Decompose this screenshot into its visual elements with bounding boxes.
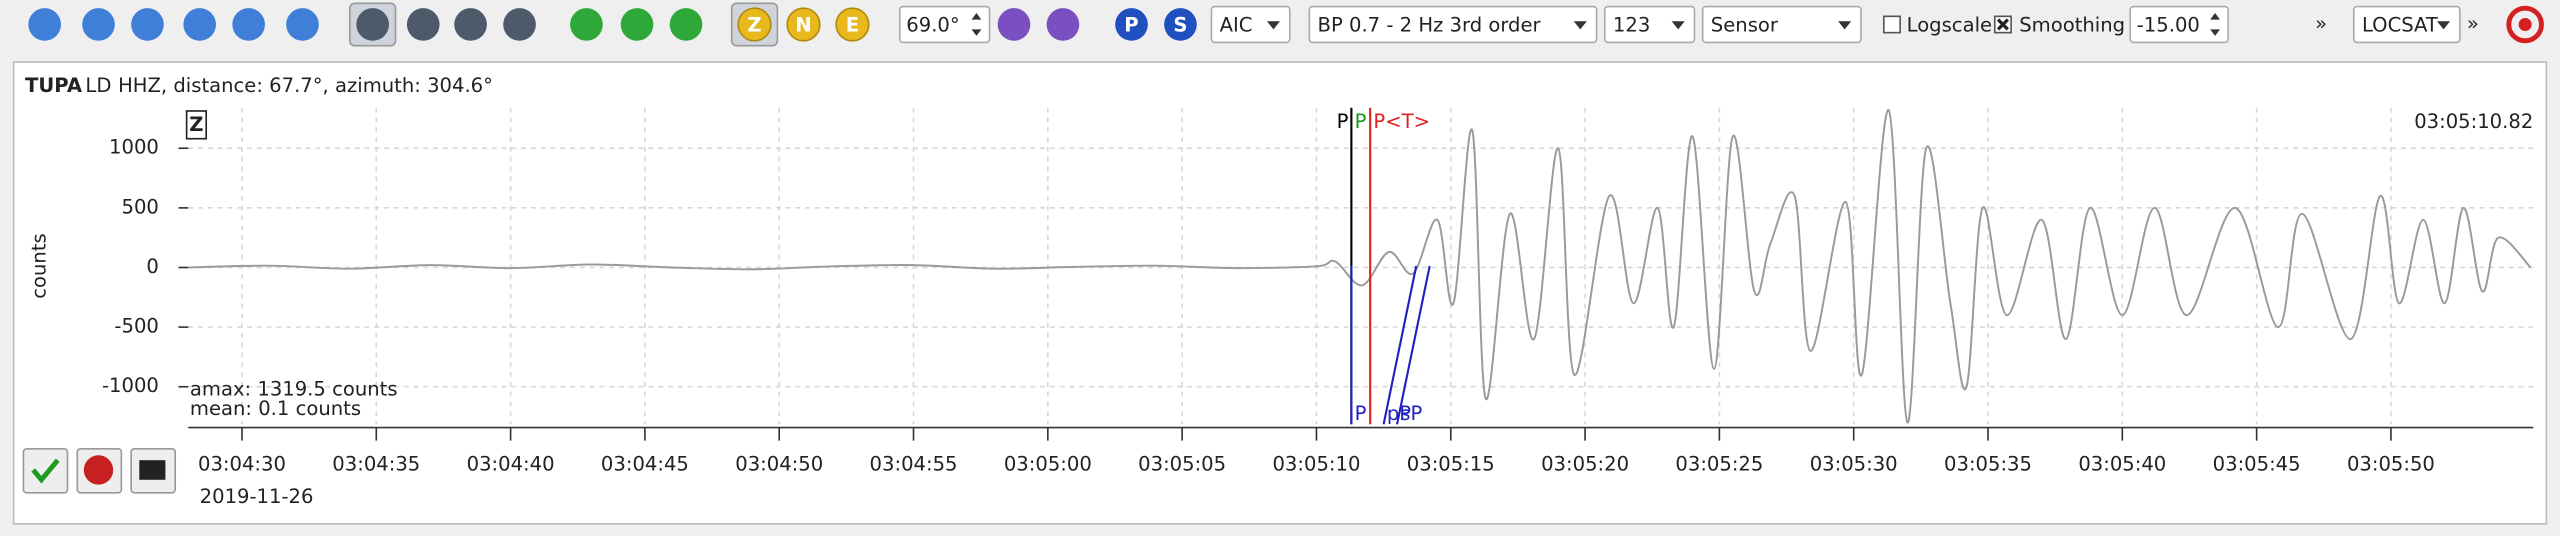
phase-letter: S [1173,14,1187,37]
x-tick-label: 03:04:35 [332,453,420,476]
x-tick-label: 03:04:50 [735,453,823,476]
offset-spin-text: -15.00 [2137,14,2200,37]
smoothing-check [1996,18,2009,31]
locator-combo-arrow [2437,21,2451,30]
unit-combo-text: Sensor [1711,14,1779,37]
pick-label: P [1337,110,1349,133]
overflow[interactable]: » [2467,12,2479,35]
arrival-line [1382,265,1418,425]
component-box [185,110,208,140]
phase-button[interactable] [1164,8,1197,41]
picker-combo-text: AIC [1220,14,1253,37]
component-label: Z [189,113,203,136]
y-tick-label: -1000 [102,374,159,397]
component-combo-text: 123 [1613,14,1650,37]
pick-label: P<T> [1373,110,1430,133]
phase-letter: P [1124,14,1138,37]
x-tick-label: 03:04:30 [198,453,286,476]
network: LD [85,74,111,97]
y-tick-label: 0 [146,255,158,278]
y-axis-label: counts [27,233,50,298]
overflow[interactable]: » [2315,12,2327,35]
x-tick-label: 03:04:45 [601,453,689,476]
component-button[interactable] [786,7,821,42]
logscale-box[interactable] [1882,15,1901,34]
mean: mean: 0.1 counts [190,397,361,420]
component-letter: Z [747,14,761,37]
x-tick-label: 03:05:00 [1004,453,1092,476]
offset-spin-arrows [2210,13,2220,36]
component-combo-arrow [1671,21,1685,30]
phase-button[interactable] [1115,8,1148,41]
component-combo[interactable] [1603,5,1696,44]
y-tick-label: 500 [122,195,159,218]
x-tick-label: 03:05:35 [1944,453,2032,476]
pick-label: sP [1400,402,1422,425]
trace-panel [12,61,2548,525]
unit-combo[interactable] [1701,5,1862,44]
x-tick-label: 03:04:55 [870,453,958,476]
amax: amax: 1319.5 counts [190,378,398,401]
logscale-label: Logscale [1907,14,1992,37]
offset-spin[interactable] [2129,5,2229,44]
x-tick-label: 03:05:45 [2213,453,2301,476]
y-tick-label: 1000 [109,136,159,159]
trace-info: HHZ, distance: 67.7°, azimuth: 304.6° [118,74,493,97]
accuracy-spin-arrows [971,13,982,36]
filter-combo-arrow [1573,21,1587,30]
waveform [188,109,2532,424]
arrival-line [1396,265,1431,425]
trace-time: 03:05:10.82 [2414,110,2533,133]
picker-combo-arrow [1266,21,1280,30]
x-tick-label: 03:05:15 [1407,453,1495,476]
smoothing-label: Smoothing [2019,14,2125,37]
filter-combo[interactable] [1308,5,1598,44]
station: TUPA [25,74,83,97]
component-button[interactable] [737,7,772,42]
x-tick-label: 03:05:25 [1675,453,1763,476]
locator-combo[interactable] [2352,5,2461,44]
component-button[interactable] [835,7,870,42]
picker-combo[interactable] [1210,5,1291,44]
locator-combo-text: LOCSAT [2362,14,2439,37]
pick-label: P [1355,110,1367,133]
y-tick-label: -500 [114,315,158,338]
accuracy-spin-text: 69.0° [906,14,959,37]
x-tick-label: 03:05:10 [1272,453,1360,476]
component-letter: E [846,14,859,37]
x-tick-label: 03:05:05 [1138,453,1226,476]
x-tick-label: 03:05:30 [1810,453,1898,476]
filter-combo-text: BP 0.7 - 2 Hz 3rd order [1318,14,1542,37]
action-buttons [22,447,177,494]
x-tick-label: 03:05:20 [1541,453,1629,476]
unit-combo-arrow [1838,21,1852,30]
accuracy-spin[interactable] [898,5,991,44]
pick-label: P [1355,402,1367,425]
x-tick-label: 03:05:40 [2078,453,2166,476]
date: 2019-11-26 [200,485,314,508]
component-letter: N [795,14,811,37]
x-tick-label: 03:04:40 [467,453,555,476]
x-tick-label: 03:05:50 [2347,453,2435,476]
